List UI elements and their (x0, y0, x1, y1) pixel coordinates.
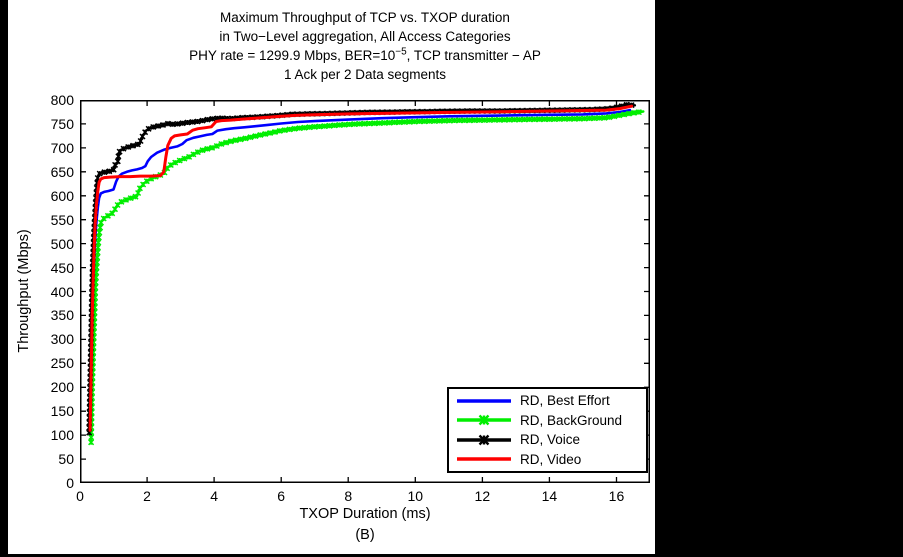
x-tick-label: 10 (407, 488, 424, 504)
chart-title: Maximum Throughput of TCP vs. TXOP durat… (80, 8, 650, 84)
chart-title-line-4: 1 Ack per 2 Data segments (283, 67, 447, 82)
ber-exponent: −5 (395, 46, 407, 58)
chart-title-line-3: PHY rate = 1299.9 Mbps, BER=10−5, TCP tr… (189, 46, 541, 63)
legend-label: RD, BackGround (520, 412, 623, 428)
y-tick-label: 500 (50, 235, 74, 252)
legend-item: RD, Best Effort (455, 391, 646, 410)
legend-label: RD, Video (520, 451, 582, 467)
x-axis-label: TXOP Duration (ms) (299, 506, 431, 522)
series-markers (88, 109, 642, 446)
legend-line-sample (457, 457, 511, 462)
legend-label: RD, Best Effort (520, 393, 610, 409)
y-tick-label: 450 (50, 259, 74, 276)
x-tick-label: 16 (608, 488, 625, 504)
legend: RD, Best Effort RD, BackGround RD, Voice RD… (447, 387, 648, 473)
series-line (87, 103, 637, 434)
y-tick-label: 300 (50, 331, 74, 348)
y-tick-label: 700 (50, 139, 74, 156)
x-tick-label: 8 (344, 488, 353, 504)
y-tick-label: 600 (50, 187, 74, 204)
y-tick-label: 200 (50, 379, 74, 396)
legend-item: RD, Video (455, 450, 646, 469)
figure-canvas: Maximum Throughput of TCP vs. TXOP durat… (8, 0, 655, 554)
x-tick-label: 6 (277, 488, 286, 504)
series-line (88, 108, 632, 437)
x-tick-label: 2 (143, 488, 151, 504)
y-tick-label: 550 (50, 211, 74, 228)
series-markers (86, 101, 635, 436)
legend-item: RD, Voice (455, 430, 646, 449)
chart-title-line-2: in Two−Level aggregation, All Access Cat… (219, 29, 511, 44)
y-tick-label: 0 (66, 475, 74, 491)
legend-line-sample (457, 434, 511, 446)
x-tick-label: 12 (474, 488, 491, 504)
legend-marker-icon (478, 414, 490, 426)
legend-marker-icon (478, 434, 490, 446)
x-tick-label: 0 (76, 488, 84, 504)
legend-line-sample (457, 398, 511, 403)
y-tick-label: 400 (50, 283, 74, 300)
x-tick-label: 4 (210, 488, 218, 504)
legend-label: RD, Voice (520, 432, 581, 448)
y-tick-label: 750 (50, 115, 74, 132)
y-tick-label: 100 (50, 427, 74, 444)
subfigure-label: (B) (355, 527, 375, 543)
legend-item: RD, BackGround (455, 411, 646, 430)
chart-title-line-1: Maximum Throughput of TCP vs. TXOP durat… (220, 10, 510, 25)
y-tick-label: 250 (50, 355, 74, 372)
y-tick-label: 800 (50, 92, 74, 108)
y-tick-label: 150 (50, 403, 74, 420)
y-tick-label: 650 (50, 163, 74, 180)
y-tick-label: 350 (50, 307, 74, 324)
legend-line-sample (457, 414, 511, 426)
x-tick-label: 14 (541, 488, 558, 504)
series-line (88, 104, 634, 432)
y-tick-label: 50 (58, 451, 74, 468)
